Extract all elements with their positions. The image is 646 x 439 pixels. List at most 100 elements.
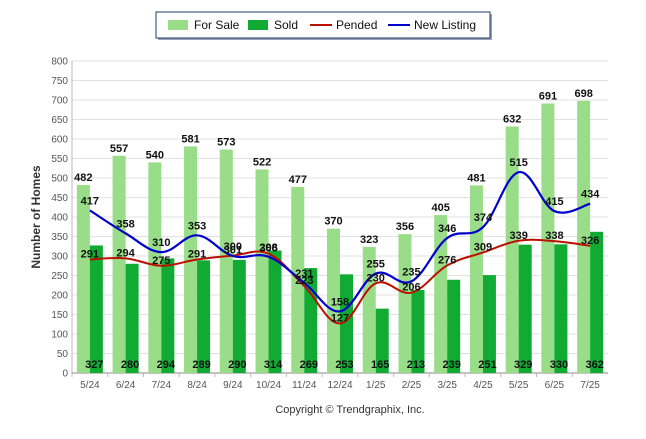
x-tick-label: 5/24 xyxy=(80,380,100,391)
sold-bar xyxy=(447,279,461,373)
sold-bar xyxy=(590,231,604,373)
pended-value-label: 306 xyxy=(259,243,277,255)
x-tick-label: 3/25 xyxy=(437,380,457,391)
legend-for-sale-swatch xyxy=(168,20,188,30)
for-sale-value-label: 481 xyxy=(467,172,485,184)
for-sale-value-label: 522 xyxy=(253,156,271,168)
y-tick-label: 550 xyxy=(51,154,68,165)
pended-value-label: 206 xyxy=(402,282,420,294)
x-tick-label: 2/25 xyxy=(402,380,422,391)
new-listing-value-label: 415 xyxy=(545,196,563,208)
sold-value-label: 213 xyxy=(407,359,425,371)
new-listing-value-label: 231 xyxy=(295,268,313,280)
sold-value-label: 290 xyxy=(228,359,246,371)
for-sale-value-label: 370 xyxy=(324,216,342,228)
sold-value-label: 362 xyxy=(585,359,603,371)
sold-value-label: 330 xyxy=(550,359,568,371)
new-listing-value-label: 374 xyxy=(474,212,493,224)
new-listing-value-label: 298 xyxy=(259,242,277,254)
x-tick-label: 11/24 xyxy=(292,380,317,391)
y-tick-label: 400 xyxy=(51,213,68,224)
for-sale-bar xyxy=(505,126,519,374)
pended-value-label: 291 xyxy=(188,249,206,261)
pended-value-label: 339 xyxy=(509,230,527,242)
sold-bar xyxy=(411,289,425,373)
legend: For Sale Sold Pended New Listing xyxy=(155,11,492,40)
pended-value-label: 276 xyxy=(438,254,456,266)
pended-value-label: 309 xyxy=(474,241,492,253)
sold-bar xyxy=(161,258,175,373)
pended-value-label: 127 xyxy=(331,312,349,324)
pended-value-label: 223 xyxy=(295,275,313,287)
x-tick-label: 12/24 xyxy=(327,380,352,391)
for-sale-value-label: 405 xyxy=(432,202,450,214)
sold-bar xyxy=(197,260,211,373)
y-tick-label: 600 xyxy=(51,135,68,146)
for-sale-bar xyxy=(398,234,412,373)
x-tick-label: 10/24 xyxy=(256,380,281,391)
sold-bar xyxy=(554,244,568,373)
y-tick-label: 650 xyxy=(51,115,68,126)
y-tick-label: 500 xyxy=(51,174,68,185)
sold-value-label: 269 xyxy=(300,359,318,371)
new-listing-value-label: 255 xyxy=(367,259,385,271)
bars xyxy=(76,100,604,374)
legend-sold-swatch xyxy=(248,20,268,30)
y-tick-label: 100 xyxy=(51,330,68,341)
sold-value-label: 165 xyxy=(371,359,389,371)
legend-label: Pended xyxy=(336,18,377,32)
for-sale-value-label: 323 xyxy=(360,234,378,246)
legend-label: New Listing xyxy=(414,18,476,32)
x-tick-label: 5/25 xyxy=(509,380,529,391)
for-sale-value-label: 632 xyxy=(503,114,521,126)
for-sale-bar xyxy=(577,100,591,373)
x-tick-label: 8/24 xyxy=(187,380,207,391)
y-tick-label: 750 xyxy=(51,76,68,87)
for-sale-bar xyxy=(255,169,269,373)
pended-value-label: 301 xyxy=(224,245,242,257)
for-sale-bar xyxy=(76,185,90,373)
x-tick-label: 6/24 xyxy=(116,380,136,391)
y-axis-label: Number of Homes xyxy=(29,165,43,269)
new-listing-value-label: 300 xyxy=(224,241,242,253)
for-sale-value-label: 482 xyxy=(74,172,92,184)
pended-value-label: 326 xyxy=(581,235,599,247)
x-tick-label: 9/24 xyxy=(223,380,243,391)
for-sale-bar xyxy=(219,149,233,373)
for-sale-bar xyxy=(434,215,448,373)
sold-bar xyxy=(340,274,353,373)
pended-value-label: 275 xyxy=(152,255,170,267)
pended-value-label: 230 xyxy=(367,272,385,284)
sold-bar xyxy=(304,268,318,373)
sold-value-label: 314 xyxy=(264,359,283,371)
for-sale-value-label: 477 xyxy=(289,174,307,186)
y-tick-label: 250 xyxy=(51,271,68,282)
for-sale-value-label: 557 xyxy=(110,143,128,155)
pended-line xyxy=(89,238,591,325)
y-tick-label: 450 xyxy=(51,193,68,204)
y-tick-label: 800 xyxy=(51,57,68,68)
x-tick-label: 1/25 xyxy=(366,380,386,391)
sold-value-label: 294 xyxy=(157,359,176,371)
for-sale-bar xyxy=(541,103,555,373)
sold-value-label: 251 xyxy=(478,359,496,371)
for-sale-bar xyxy=(112,155,126,373)
y-tick-label: 200 xyxy=(51,291,68,302)
data-labels: 482 327 557 280 540 294 581 289 573 290 522 314 477 2… xyxy=(74,88,604,371)
for-sale-value-label: 356 xyxy=(396,221,414,233)
for-sale-value-label: 581 xyxy=(181,133,199,145)
for-sale-value-label: 540 xyxy=(146,149,164,161)
sold-bar xyxy=(375,308,389,373)
y-tick-label: 150 xyxy=(51,310,68,321)
for-sale-value-label: 573 xyxy=(217,137,235,149)
x-tick-label: 4/25 xyxy=(473,380,493,391)
sold-bar xyxy=(125,263,139,373)
new-listing-value-label: 417 xyxy=(81,195,99,207)
series-lines xyxy=(89,171,591,325)
sold-value-label: 289 xyxy=(192,359,210,371)
pended-value-label: 338 xyxy=(545,230,563,242)
y-tick-label: 700 xyxy=(51,96,68,107)
y-tick-label: 0 xyxy=(62,369,68,380)
